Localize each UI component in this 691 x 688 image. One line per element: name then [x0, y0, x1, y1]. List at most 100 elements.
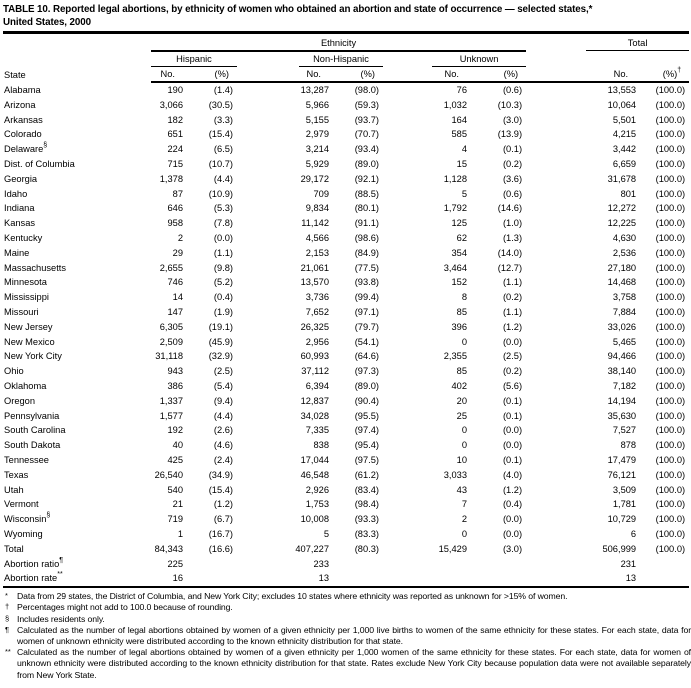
state-column-header: State [4, 70, 26, 80]
percent-cell: (100.0) [655, 336, 686, 347]
count-cell: 85 [456, 306, 467, 317]
percent-cell: (3.6) [502, 173, 523, 184]
count-cell: 9,834 [305, 203, 329, 214]
table-row: Massachusetts 2,655 (9.8) 21,061 (77.5) 3,464… [3, 261, 689, 276]
percent-cell: (54.1) [354, 336, 379, 347]
count-cell: 76,121 [607, 469, 637, 480]
percent-cell: (100.0) [655, 85, 686, 95]
count-cell: 3,214 [305, 144, 329, 155]
state-cell: Tennessee [4, 454, 49, 465]
count-cell: 1 [177, 528, 183, 539]
count-cell: 7,652 [305, 306, 329, 317]
count-cell: 14,194 [607, 395, 637, 406]
state-cell: Pennsylvania [4, 410, 60, 421]
percent-cell: (100.0) [655, 440, 686, 451]
percent-cell: (93.7) [354, 114, 379, 125]
count-cell: 878 [620, 440, 637, 451]
count-cell: 21 [172, 499, 183, 510]
percent-cell: (100.0) [655, 528, 686, 539]
count-cell: 2 [461, 514, 467, 525]
count-cell: 224 [167, 144, 183, 155]
table-row: Texas 26,540 (34.9) 46,548 (61.2) 3,033 (4.0) 7… [3, 468, 689, 483]
table-row: Vermont 21 (1.2) 1,753 (98.4) 7 (0.4) 1,781 (100… [3, 497, 689, 512]
percent-cell: (9.4) [213, 395, 233, 406]
table-row: New York City 31,118 (32.9) 60,993 (64.6) 2,3… [3, 349, 689, 364]
percent-cell: (1.0) [502, 218, 523, 229]
dagger-marker: † [677, 67, 682, 74]
percent-cell: (77.5) [354, 262, 379, 273]
table-row: Mississippi 14 (0.4) 3,736 (99.4) 8 (0.2) 3,758… [3, 290, 689, 305]
count-cell: 152 [451, 277, 467, 288]
spacer-cell [526, 349, 586, 364]
state-cell: Ohio [4, 366, 24, 377]
total-pct-header: (%)† [638, 67, 690, 83]
state-cell: South Carolina [4, 425, 66, 436]
count-cell: 8 [461, 292, 467, 303]
percent-cell: (100.0) [655, 158, 686, 169]
count-cell: 38,140 [607, 366, 637, 377]
spacer-cell [526, 438, 586, 453]
count-cell: 1,753 [305, 499, 329, 510]
count-cell: 27,180 [607, 262, 637, 273]
percent-cell: (100.0) [655, 144, 686, 155]
table-row: New Mexico 2,509 (45.9) 2,956 (54.1) 0 (0.0) 5,… [3, 335, 689, 350]
unknown-pct-header: (%) [469, 67, 527, 83]
table-title-line1: TABLE 10. Reported legal abortions, by e… [3, 4, 593, 15]
footnote-text: Data from 29 states, the District of Col… [17, 591, 568, 602]
state-cell: Utah [4, 484, 24, 495]
percent-cell: (0.0) [502, 528, 523, 539]
spacer-cell [526, 497, 586, 512]
count-cell: 5,465 [612, 336, 637, 347]
count-cell: 709 [313, 188, 329, 199]
ethnicity-header: Ethnicity [151, 32, 527, 52]
percent-cell: (15.4) [208, 484, 233, 495]
footnote: † Percentages might not add to 100.0 beca… [3, 602, 691, 613]
count-cell: 46,548 [300, 469, 329, 480]
count-cell: 43 [456, 484, 467, 495]
count-cell: 7,335 [305, 425, 329, 436]
footnote: § Includes residents only. [3, 614, 691, 625]
spacer-cell [526, 201, 586, 216]
count-cell: 651 [167, 129, 183, 140]
percent-cell [638, 571, 690, 589]
percent-cell: (2.4) [213, 454, 233, 465]
table-row: Kansas 958 (7.8) 11,142 (91.1) 125 (1.0) 12,225… [3, 216, 689, 231]
percent-cell: (100.0) [655, 129, 686, 140]
count-cell: 84,343 [154, 543, 183, 554]
unknown-group-header: Unknown [383, 51, 527, 67]
spacer-cell [526, 275, 586, 290]
state-cell: Kentucky [4, 232, 43, 243]
spacer-cell [526, 261, 586, 276]
count-cell: 20 [456, 395, 467, 406]
non-hispanic-group-header: Non-Hispanic [237, 51, 383, 67]
percent-cell: (80.3) [354, 543, 379, 554]
percent-cell: (95.5) [354, 410, 379, 421]
percent-cell: (1.1) [502, 306, 523, 317]
percent-cell: (89.0) [354, 158, 379, 169]
percent-cell: (1.1) [213, 247, 233, 258]
table-title: TABLE 10. Reported legal abortions, by e… [3, 4, 689, 29]
percent-cell: (14.0) [497, 247, 523, 258]
count-cell: 25 [456, 410, 467, 421]
count-cell: 10,008 [300, 514, 329, 525]
percent-cell: (100.0) [655, 114, 686, 125]
count-cell: 85 [456, 366, 467, 377]
percent-cell: (95.4) [354, 440, 379, 451]
percent-cell [638, 557, 689, 572]
state-cell: New Mexico [4, 336, 55, 347]
count-cell: 182 [167, 114, 183, 125]
unknown-no-header: No. [383, 67, 469, 83]
footnote: ** Calculated as the number of legal abor… [3, 647, 691, 681]
percent-cell: (0.2) [502, 292, 523, 303]
state-cell: Delaware§ [4, 142, 48, 155]
count-cell: 34,028 [300, 410, 329, 421]
percent-cell: (100.0) [655, 188, 686, 199]
percent-cell: (70.7) [354, 129, 379, 140]
percent-cell: (0.1) [502, 395, 523, 406]
table-row: Arizona 3,066 (30.5) 5,966 (59.3) 1,032 (10.3)… [3, 98, 689, 113]
percent-cell: (0.0) [502, 514, 523, 525]
group-header-row: Hispanic Non-Hispanic Unknown [3, 51, 689, 67]
hispanic-pct-header: (%) [185, 67, 237, 83]
ethnicity-span-row: State Ethnicity Total [3, 32, 690, 80]
percent-cell: (84.9) [354, 247, 379, 258]
